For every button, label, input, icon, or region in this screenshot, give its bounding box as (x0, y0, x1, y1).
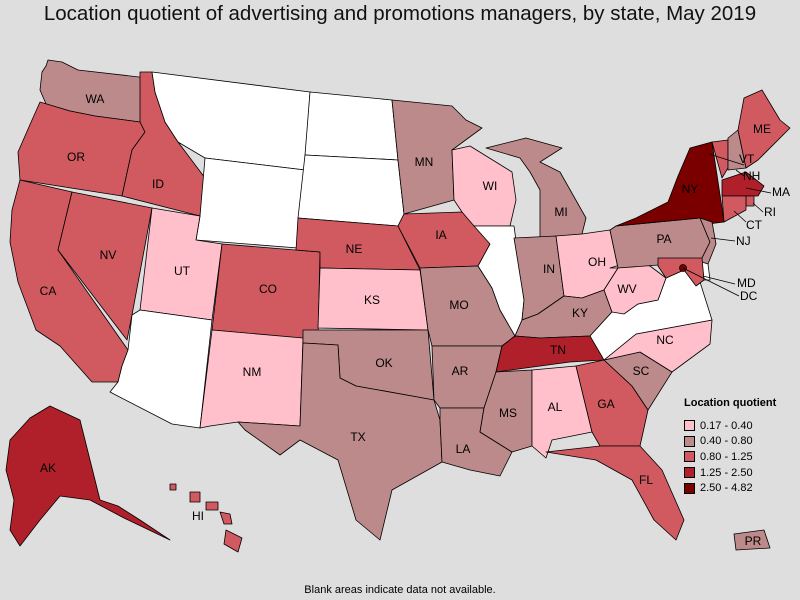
footnote: Blank areas indicate data not available. (304, 584, 496, 596)
state-label-mn: MN (415, 155, 434, 169)
state-nd (304, 91, 399, 161)
state-label-ak: AK (40, 461, 56, 475)
map-title: Location quotient of advertising and pro… (43, 2, 757, 25)
legend-swatch (684, 482, 695, 494)
state-md (657, 257, 705, 287)
state-label-or: OR (67, 150, 85, 164)
state-label-in: IN (543, 262, 555, 276)
legend-swatch (684, 420, 695, 432)
state-label-la: LA (456, 442, 471, 456)
legend-title: Location quotient (684, 397, 777, 409)
state-label-ut: UT (174, 264, 191, 278)
state-label-nh: NH (743, 169, 760, 183)
state-label-ca: CA (40, 284, 57, 298)
state-label-oh: OH (588, 255, 606, 269)
state-label-tx: TX (350, 430, 365, 444)
state-label-ga: GA (597, 397, 614, 411)
state-fl (545, 445, 685, 541)
state-label-al: AL (548, 400, 563, 414)
state-label-mo: MO (449, 298, 468, 312)
state-label-wv: WV (617, 282, 636, 296)
state-label-md: MD (737, 276, 756, 290)
state-label-me: ME (753, 122, 771, 136)
state-sd (297, 154, 405, 227)
legend-item: 0.80 - 1.25 (684, 449, 796, 465)
legend-item: 0.40 - 0.80 (684, 434, 796, 450)
legend-label: 2.50 - 4.82 (700, 482, 753, 495)
legend-item: 0.17 - 0.40 (684, 418, 796, 434)
state-label-hi: HI (192, 509, 204, 523)
state-label-pa: PA (656, 232, 671, 246)
state-label-dc: DC (740, 289, 758, 303)
state-label-ia: IA (435, 228, 446, 242)
state-pr (733, 529, 771, 551)
state-label-mi: MI (554, 205, 567, 219)
state-label-ks: KS (364, 293, 380, 307)
state-label-wi: WI (483, 179, 498, 193)
state-label-ms: MS (499, 406, 517, 420)
state-wy (195, 157, 306, 249)
state-label-tn: TN (550, 343, 566, 357)
state-label-ma: MA (772, 185, 790, 199)
state-nv (57, 191, 153, 341)
legend-item: 2.50 - 4.82 (684, 480, 796, 496)
state-hi (169, 483, 243, 553)
state-label-nj: NJ (736, 234, 751, 248)
state-az (109, 309, 213, 429)
state-label-ar: AR (452, 364, 469, 378)
state-ny (615, 141, 725, 227)
state-label-co: CO (259, 282, 277, 296)
legend-label: 0.40 - 0.80 (700, 435, 753, 448)
legend-swatch (684, 451, 695, 463)
legend-item: 1.25 - 2.50 (684, 465, 796, 481)
state-label-ct: CT (746, 218, 763, 232)
state-label-sc: SC (633, 364, 650, 378)
state-ri (745, 195, 755, 207)
state-label-ri: RI (764, 205, 776, 219)
state-ct (721, 195, 747, 223)
state-label-ne: NE (346, 242, 363, 256)
state-label-pr: PR (745, 534, 762, 548)
state-label-nv: NV (100, 248, 117, 262)
state-label-ny: NY (682, 182, 699, 196)
state-label-nc: NC (656, 333, 674, 347)
state-label-wa: WA (86, 92, 105, 106)
state-me (737, 89, 791, 169)
state-label-ok: OK (375, 356, 392, 370)
state-label-vt: VT (739, 152, 755, 166)
legend-swatch (684, 467, 695, 479)
legend-label: 0.80 - 1.25 (700, 450, 753, 463)
legend-label: 1.25 - 2.50 (700, 466, 753, 479)
map-legend: Location quotient 0.17 - 0.40 0.40 - 0.8… (684, 397, 796, 496)
state-label-nm: NM (243, 365, 262, 379)
state-ak (5, 405, 171, 547)
state-label-fl: FL (639, 473, 653, 487)
legend-swatch (684, 435, 695, 447)
state-tx (237, 342, 443, 541)
legend-label: 0.17 - 0.40 (700, 419, 753, 432)
state-label-ky: KY (572, 306, 588, 320)
state-label-id: ID (152, 177, 164, 191)
state-mi (485, 137, 587, 239)
